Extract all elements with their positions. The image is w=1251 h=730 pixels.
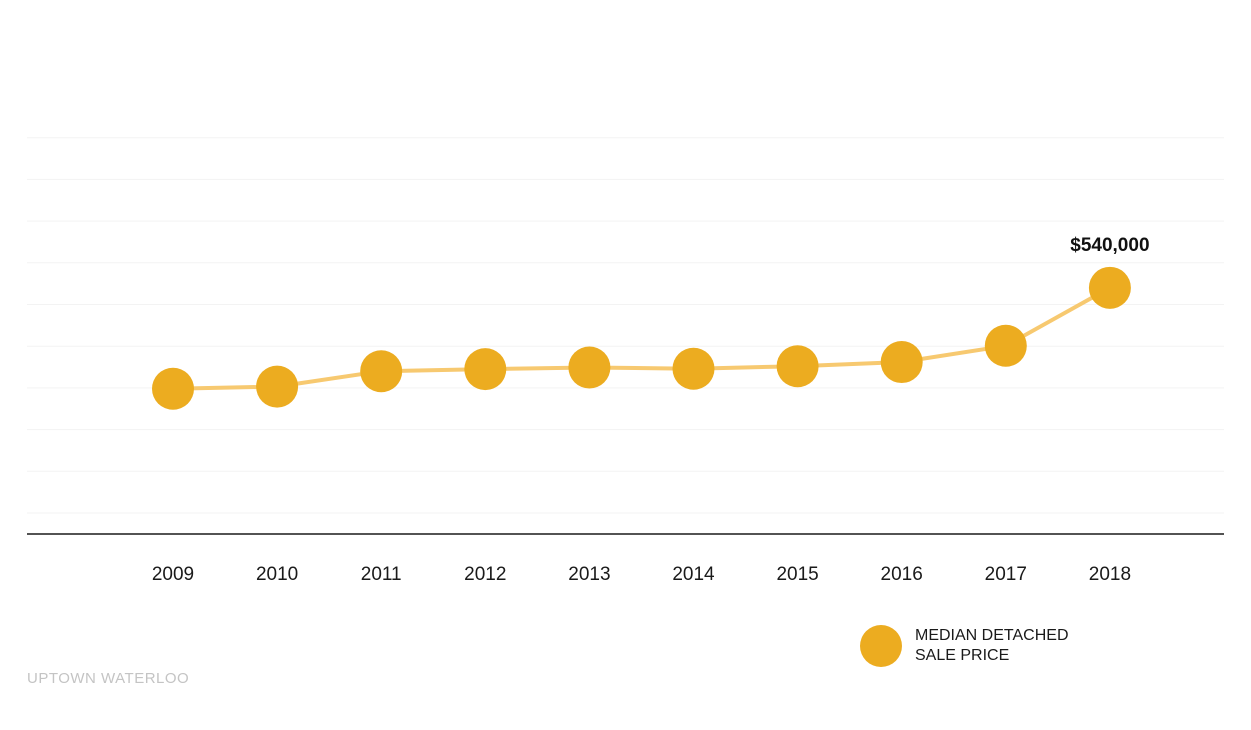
x-tick-label-2015: 2015	[776, 564, 818, 585]
data-point-2011	[360, 350, 403, 393]
series-line	[171, 285, 1112, 391]
x-tick-label-2016: 2016	[881, 564, 923, 585]
x-tick-label-2018: 2018	[1089, 564, 1131, 585]
data-labels: $540,000	[1070, 235, 1149, 256]
legend-marker-icon	[860, 625, 902, 667]
x-tick-label-2017: 2017	[985, 564, 1027, 585]
data-label-2018: $540,000	[1070, 235, 1149, 256]
data-point-2010	[256, 365, 299, 408]
series-points	[152, 266, 1131, 410]
data-point-2018	[1088, 266, 1131, 309]
data-point-2014	[672, 347, 715, 390]
x-axis-tick-labels: 2009 2010 2011 2012 2013 2014 2015 2016 2017 2018	[152, 564, 1131, 585]
series-median-detached-sale-price	[152, 266, 1131, 410]
data-point-2012	[464, 348, 507, 391]
legend: MEDIAN DETACHED SALE PRICE	[860, 625, 1105, 667]
data-point-2009	[152, 367, 194, 410]
x-tick-label-2012: 2012	[464, 564, 506, 585]
data-point-2016	[880, 341, 923, 384]
x-tick-label-2009: 2009	[152, 564, 194, 585]
x-tick-label-2011: 2011	[361, 564, 402, 585]
data-point-2013	[568, 346, 611, 389]
x-tick-label-2010: 2010	[256, 564, 298, 585]
x-tick-label-2013: 2013	[568, 564, 610, 585]
x-tick-label-2014: 2014	[672, 564, 715, 585]
legend-label: MEDIAN DETACHED SALE PRICE	[915, 627, 1069, 664]
data-point-2017	[984, 324, 1027, 367]
watermark: UPTOWN WATERLOO	[27, 670, 190, 687]
data-point-2015	[776, 345, 819, 388]
